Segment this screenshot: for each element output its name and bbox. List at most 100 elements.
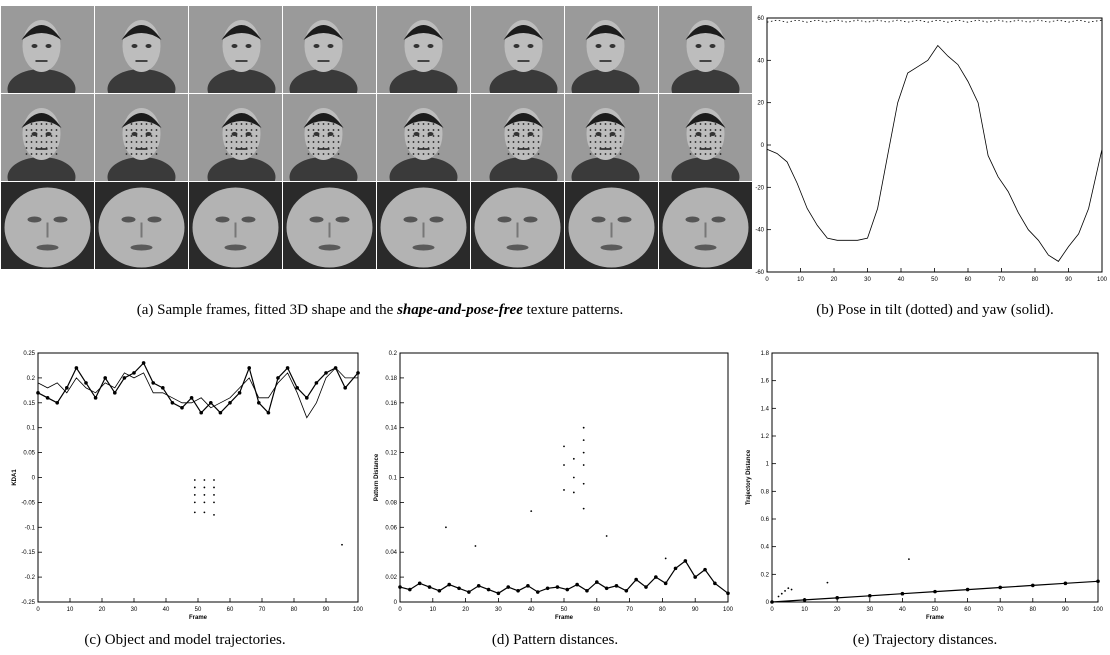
series-distance-point: [496, 591, 501, 596]
plot-frame: [771, 352, 1099, 603]
trajectory-chart-svg: 0 10 20 30 40 50 60 70 80 90 100 -0.25 -0.2 -0.15 -0.1…: [12, 351, 364, 621]
series-yaw-line: [766, 44, 1103, 262]
x-tick-label: 20: [834, 607, 841, 613]
x-tick-label: 90: [1065, 277, 1072, 283]
series-distance-point: [526, 584, 530, 588]
trajectory-distance-chart-svg: 0 10 20 30 40 50 60 70 80 90 100 0 0.2 0.4 0.6 0.8 1 1.2 1…: [746, 351, 1104, 621]
scatter-point: [563, 489, 565, 491]
scatter-point: [777, 595, 780, 598]
scatter-point: [582, 464, 585, 466]
series-tilt-line: [766, 19, 1103, 23]
x-tick-label: 70: [626, 607, 633, 613]
y-tick-label: 0.2: [761, 572, 770, 578]
series-distance-point: [467, 590, 471, 594]
x-tick-label: 20: [831, 277, 838, 283]
series-object-point: [84, 381, 88, 385]
caption-d: (d) Pattern distances.: [491, 632, 619, 648]
y-tick-label: 0: [394, 600, 398, 606]
scatter-point: [664, 557, 667, 560]
series-object-point: [199, 410, 203, 415]
x-tick-label: 30: [864, 277, 871, 283]
scatter-point: [572, 491, 575, 494]
scatter-point: [582, 482, 585, 485]
scatter-point: [784, 590, 786, 592]
y-tick-label: 0.05: [23, 451, 35, 457]
series-object-point: [314, 381, 319, 385]
y-tick-label: 0.04: [385, 550, 397, 556]
texture-pattern-image: [658, 181, 753, 270]
series-object-point: [122, 376, 127, 380]
y-tick-label: 0.08: [385, 500, 397, 506]
texture-pattern-image: [470, 181, 565, 270]
series-distance-point: [535, 590, 540, 594]
sample-frame-image: [658, 5, 753, 94]
fitted-3d-shape-image: [564, 93, 659, 182]
series-object-point: [180, 405, 184, 410]
series-distance-point: [835, 596, 839, 600]
y-tick-label: -0.25: [21, 600, 35, 606]
y-tick-label: 0.16: [385, 401, 397, 407]
series-distance-point: [634, 577, 638, 582]
y-axis-label: Pattern Distance: [374, 453, 380, 501]
series-distance-point: [447, 582, 451, 587]
series-object-point: [305, 396, 309, 400]
series-object-point: [141, 361, 146, 365]
y-axis-label: KDA1: [12, 469, 18, 486]
series-distance-point: [516, 588, 520, 593]
series-object-point: [55, 401, 59, 405]
pose-chart: 0102030405060708090100-60-40-200204060Fr…: [741, 0, 1110, 291]
trajectory-distance-chart: 0 10 20 30 40 50 60 70 80 90 100 0 0.2 0.4 0.6 0.8 1 1.2 1…: [740, 340, 1110, 621]
x-tick-label: 100: [353, 607, 364, 613]
scatter-point: [213, 513, 215, 516]
series-distance-point: [900, 591, 905, 596]
scatter-point: [193, 511, 196, 514]
y-tick-label: 0.2: [27, 376, 36, 382]
series-distance-point: [437, 588, 442, 593]
series-distance-point: [673, 566, 678, 571]
y-tick-label: 0.25: [23, 351, 35, 357]
series-object-point: [161, 386, 165, 390]
scatter-point: [572, 457, 575, 460]
series-distance-point: [770, 600, 774, 604]
y-tick-label: 0: [766, 600, 770, 606]
y-tick-label: 0.8: [761, 489, 770, 495]
x-axis-label: Frame: [189, 615, 208, 620]
scatter-point: [908, 558, 910, 561]
y-tick-label: 20: [757, 101, 764, 107]
caption-b: (b) Pose in tilt (dotted) and yaw (solid…: [816, 302, 1054, 318]
series-distance-point: [693, 575, 697, 579]
series-distance-point: [555, 585, 560, 589]
x-tick-label: 60: [227, 607, 234, 613]
caption-a-text-end: texture patterns.: [522, 302, 624, 318]
scatter-point: [213, 486, 215, 489]
series-distance-point: [703, 567, 707, 572]
x-tick-label: 50: [561, 607, 568, 613]
sample-frame-image: [282, 5, 377, 94]
texture-pattern-image: [564, 181, 659, 270]
series-distance-point: [604, 586, 609, 591]
y-tick-label: -40: [755, 228, 764, 234]
x-tick-label: 100: [1097, 277, 1108, 283]
series-distance-point: [595, 580, 599, 584]
scatter-point: [203, 486, 206, 489]
scatter-point: [826, 581, 829, 584]
x-tick-label: 60: [964, 607, 971, 613]
scatter-point: [582, 507, 585, 510]
series-object-point: [65, 386, 69, 390]
series-object-point: [93, 396, 98, 400]
series-object-point: [218, 410, 223, 415]
y-tick-label: 40: [757, 58, 764, 64]
scatter-point: [203, 501, 206, 504]
x-tick-label: 0: [398, 607, 402, 613]
scatter-point: [582, 451, 585, 454]
series-object-point: [276, 376, 280, 380]
x-tick-label: 80: [291, 607, 298, 613]
y-tick-label: -20: [755, 185, 764, 191]
plot-frame: [766, 17, 1103, 273]
y-tick-label: 0.14: [385, 426, 397, 432]
texture-pattern-image: [0, 181, 95, 270]
y-tick-label: 60: [757, 16, 764, 22]
x-tick-label: 100: [1093, 607, 1104, 613]
scatter-point: [203, 511, 206, 514]
y-tick-label: 0.1: [27, 426, 36, 432]
